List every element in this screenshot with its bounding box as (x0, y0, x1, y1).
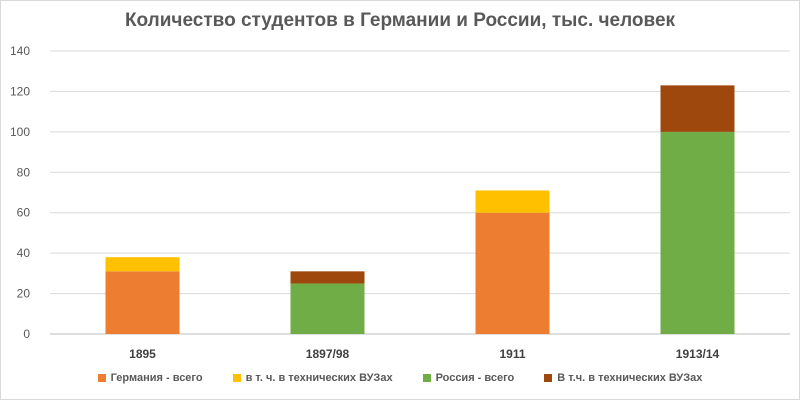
y-tick-label: 120 (10, 84, 30, 98)
bar-segment-1 (105, 271, 180, 334)
bar-segment-4 (290, 271, 365, 284)
x-tick-label: 1895 (129, 347, 156, 361)
bar-segment-2 (475, 190, 550, 213)
chart-title: Количество студентов в Германии и России… (124, 10, 676, 31)
y-tick-label: 60 (17, 206, 31, 220)
legend-swatch (422, 374, 431, 382)
bar-segment-3 (660, 131, 735, 334)
legend-swatch (544, 374, 553, 382)
legend-item: В т.ч. в технических ВУЗах (544, 372, 702, 384)
bar-segment-2 (105, 257, 180, 272)
bar-segment-4 (660, 85, 735, 132)
bar-segment-3 (290, 283, 365, 334)
legend-label: Германия - всего (110, 372, 203, 384)
y-tick-label: 80 (17, 165, 31, 179)
y-tick-label: 20 (17, 287, 31, 301)
bar-segment-1 (475, 212, 550, 334)
chart-legend: Германия - всего в т. ч. в технических ВУ… (0, 372, 800, 384)
y-tick-label: 140 (10, 44, 30, 58)
legend-item: Германия - всего (97, 372, 203, 384)
legend-swatch (97, 374, 106, 382)
y-tick-label: 40 (17, 246, 31, 260)
x-tick-label: 1913/14 (676, 347, 720, 361)
x-tick-label: 1897/98 (306, 347, 350, 361)
y-tick-label: 100 (10, 125, 30, 139)
x-tick-label: 1911 (499, 347, 525, 361)
y-tick-label: 0 (23, 327, 30, 341)
legend-item: в т. ч. в технических ВУЗах (232, 372, 393, 384)
legend-item: Россия - всего (422, 372, 515, 384)
legend-label: в т. ч. в технических ВУЗах (245, 372, 393, 384)
legend-label: Россия - всего (435, 372, 515, 384)
legend-swatch (232, 374, 241, 382)
legend-label: В т.ч. в технических ВУЗах (557, 372, 703, 384)
